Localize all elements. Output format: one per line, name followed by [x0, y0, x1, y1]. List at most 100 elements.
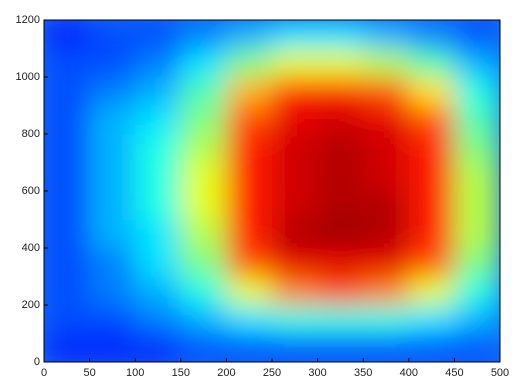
heat-cell: [454, 305, 500, 334]
heat-cell: [135, 162, 182, 192]
heat-cell: [272, 105, 319, 135]
plot-frame: [43, 19, 501, 363]
heat-cell: [272, 191, 319, 220]
y-tick-label: 600: [22, 185, 40, 197]
heat-cell: [272, 305, 319, 334]
heat-cell: [135, 48, 182, 78]
heat-cell: [317, 333, 364, 362]
x-tick-label: 450: [445, 367, 463, 379]
x-tick-label: 100: [126, 367, 144, 379]
heat-cell: [135, 276, 182, 306]
heat-cell: [272, 248, 319, 277]
heat-cell: [180, 248, 227, 277]
heat-cell: [363, 134, 410, 163]
plot-area: [44, 20, 500, 362]
heat-cell: [454, 105, 500, 135]
heat-cell: [408, 191, 455, 220]
heat-cell: [44, 248, 91, 277]
heat-cell: [408, 305, 455, 334]
heat-cell: [272, 162, 319, 192]
heat-cell: [226, 276, 273, 306]
heat-cell: [44, 20, 91, 49]
heat-cell: [408, 134, 455, 163]
heat-cell: [363, 219, 410, 249]
heat-cell: [89, 191, 136, 220]
heat-cell: [135, 248, 182, 277]
heat-cell: [44, 219, 91, 249]
heat-cell: [44, 276, 91, 306]
heat-cell: [44, 162, 91, 192]
heat-cell: [454, 77, 500, 106]
heat-cell: [408, 105, 455, 135]
y-tick-label: 0: [34, 356, 40, 368]
heat-cell: [89, 162, 136, 192]
heat-cell: [317, 276, 364, 306]
heat-cell: [135, 191, 182, 220]
heat-cell: [408, 77, 455, 106]
x-tick-label: 50: [83, 367, 95, 379]
x-tick-label: 250: [263, 367, 281, 379]
heat-cell: [226, 105, 273, 135]
heat-cell: [180, 162, 227, 192]
heat-cell: [226, 162, 273, 192]
heat-cell: [454, 191, 500, 220]
heat-cell: [226, 20, 273, 49]
heat-cell: [317, 219, 364, 249]
heat-cell: [180, 305, 227, 334]
heat-cell: [135, 305, 182, 334]
heat-cell: [272, 276, 319, 306]
heat-cell: [363, 162, 410, 192]
heat-cell: [44, 77, 91, 106]
heat-cell: [454, 20, 500, 49]
heat-cell: [226, 248, 273, 277]
heat-cell: [226, 191, 273, 220]
heat-cell: [44, 48, 91, 78]
heat-cell: [317, 134, 364, 163]
heat-cell: [408, 48, 455, 78]
heat-cell: [44, 305, 91, 334]
heat-cell: [226, 77, 273, 106]
heat-cell: [363, 248, 410, 277]
heat-cell: [272, 219, 319, 249]
heat-cell: [89, 276, 136, 306]
heat-cell: [44, 333, 91, 362]
heat-cell: [180, 219, 227, 249]
heat-cell: [44, 191, 91, 220]
heat-cell: [226, 305, 273, 334]
heat-cell: [44, 134, 91, 163]
heat-cell: [89, 305, 136, 334]
heat-cell: [135, 77, 182, 106]
heat-cell: [44, 105, 91, 135]
heat-cell: [135, 333, 182, 362]
x-tick-label: 200: [217, 367, 235, 379]
heat-cell: [454, 48, 500, 78]
heat-cell: [180, 48, 227, 78]
heat-cell: [135, 105, 182, 135]
heat-cell: [180, 191, 227, 220]
heat-cell: [454, 162, 500, 192]
heat-cell: [89, 219, 136, 249]
heat-cell: [135, 134, 182, 163]
heat-cell: [363, 276, 410, 306]
heat-cell: [180, 333, 227, 362]
y-tick-label: 1000: [16, 71, 40, 83]
heat-cell: [363, 20, 410, 49]
heat-cell: [363, 77, 410, 106]
heat-cell: [226, 48, 273, 78]
heat-cell: [226, 134, 273, 163]
heat-cell: [454, 333, 500, 362]
heat-cell: [89, 134, 136, 163]
heatmap: [44, 20, 500, 362]
heat-cell: [363, 333, 410, 362]
heat-cell: [89, 48, 136, 78]
heat-cell: [226, 333, 273, 362]
y-tick-label: 800: [22, 128, 40, 140]
heat-cell: [135, 20, 182, 49]
x-tick-label: 0: [41, 367, 47, 379]
heat-cell: [408, 20, 455, 49]
heat-cell: [89, 20, 136, 49]
heat-cell: [408, 248, 455, 277]
heat-cell: [180, 134, 227, 163]
heat-cell: [89, 248, 136, 277]
